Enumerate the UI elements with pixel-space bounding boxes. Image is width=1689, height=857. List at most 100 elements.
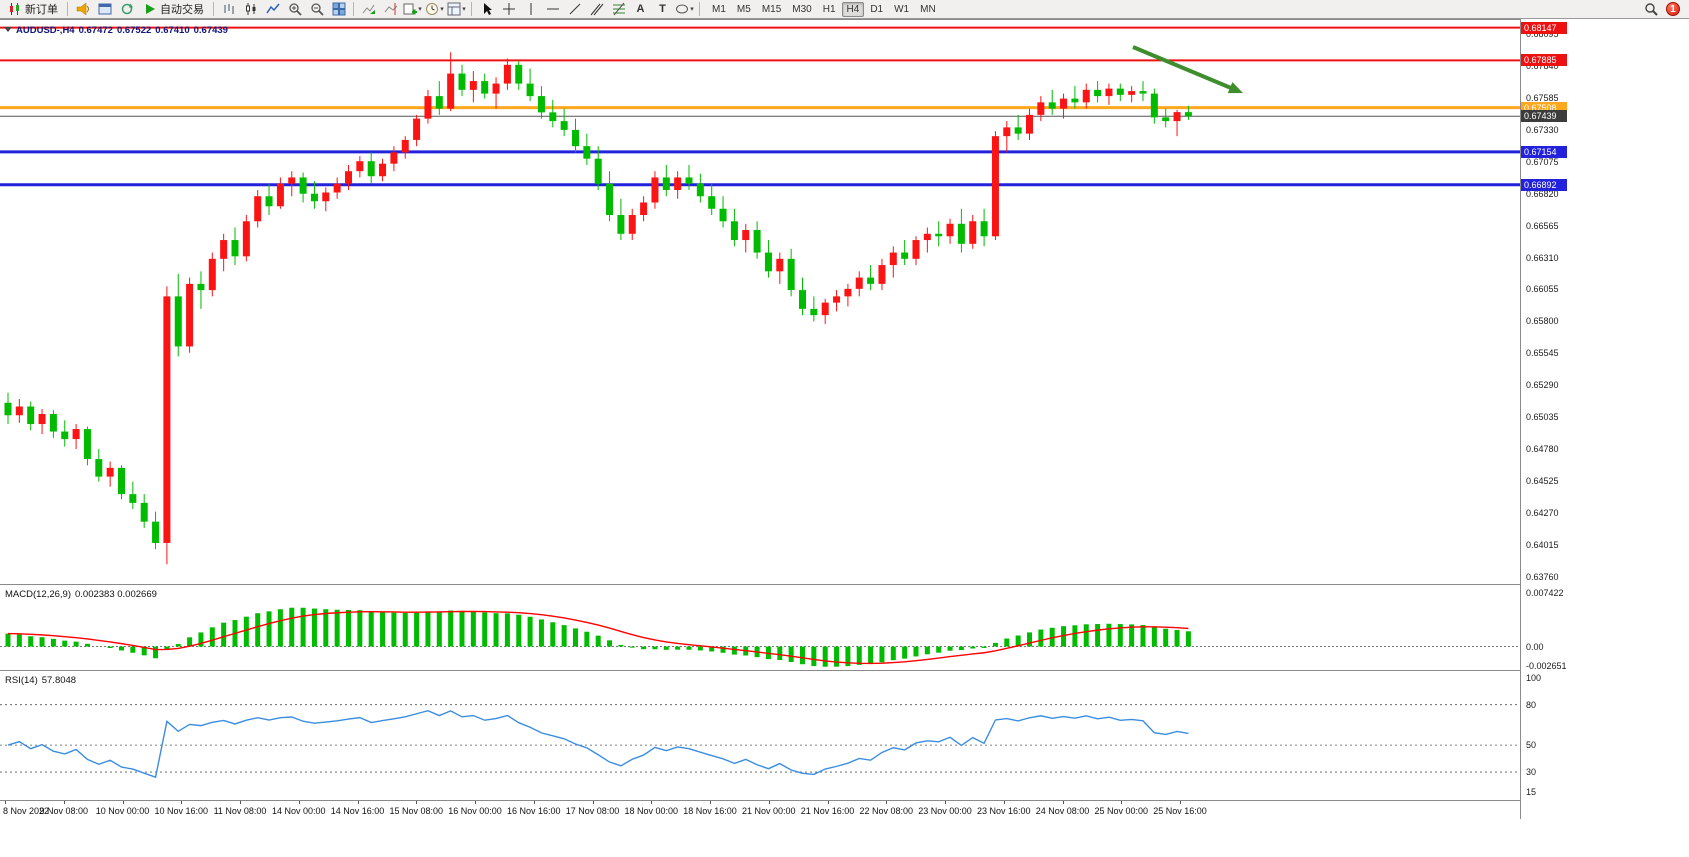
price-badge: 0.67885 <box>1521 54 1567 67</box>
timeframe-w1-button[interactable]: W1 <box>894 3 910 15</box>
auto-trading-button[interactable]: 自动交易 <box>138 1 209 18</box>
crosshair-icon[interactable] <box>498 1 519 18</box>
price-tick-label: 0.64780 <box>1526 444 1559 455</box>
rsi-panel-separator[interactable] <box>0 670 1689 671</box>
time-tick <box>5 801 6 804</box>
line-chart-icon[interactable] <box>262 1 283 18</box>
timeframe-mn-button[interactable]: MN <box>920 3 936 15</box>
price-tick-label: 0.00 <box>1526 641 1544 652</box>
new-chart-icon[interactable]: ▾ <box>402 1 423 18</box>
macd-panel-plot[interactable] <box>0 585 1520 669</box>
price-tick-label: 0.64015 <box>1526 539 1559 550</box>
price-tick-label: 30 <box>1526 767 1537 778</box>
time-tick <box>416 801 418 804</box>
price-tick-label: 0.65545 <box>1526 348 1559 359</box>
main-chart-plot[interactable] <box>0 21 1520 583</box>
time-axis-label: 8 Nov 2022 <box>3 806 50 816</box>
macd-signal-line <box>7 610 1189 665</box>
templates-icon[interactable]: ▾ <box>446 1 467 18</box>
timeframe-d1-button[interactable]: D1 <box>870 3 884 15</box>
time-axis-label: 16 Nov 00:00 <box>448 806 502 816</box>
search-icon[interactable] <box>1640 1 1661 18</box>
price-tick-label: 0.64525 <box>1526 475 1559 486</box>
horizontal-level-lines[interactable] <box>0 26 1520 187</box>
time-tick <box>298 801 300 804</box>
timeframe-m15-button[interactable]: M15 <box>761 3 782 15</box>
horizontal-line-icon[interactable] <box>542 1 563 18</box>
time-axis-label: 15 Nov 08:00 <box>389 806 444 816</box>
macd-panel-separator[interactable] <box>0 584 1689 585</box>
tile-windows-icon[interactable] <box>328 1 349 18</box>
trendline-icon[interactable] <box>564 1 585 18</box>
candlestick-chart-icon[interactable] <box>240 1 261 18</box>
time-tick <box>475 801 476 804</box>
time-axis-label: 11 Nov 08:00 <box>213 806 267 816</box>
fibonacci-icon[interactable] <box>608 1 629 18</box>
zoom-out-icon[interactable] <box>306 1 327 18</box>
macd-indicator-label: MACD(12,26,9) 0.002383 0.002669 <box>5 589 157 600</box>
time-tick <box>768 801 770 804</box>
time-axis-label: 25 Nov 16:00 <box>1153 806 1207 816</box>
price-tick-label: 15 <box>1526 787 1537 798</box>
chart-shift-icon[interactable] <box>380 1 401 18</box>
price-tick-label: 80 <box>1526 699 1537 710</box>
toolbar-separator <box>353 2 354 16</box>
time-axis-label: 14 Nov 16:00 <box>330 806 385 816</box>
time-axis[interactable]: 8 Nov 2022 9 Nov 08:00 10 Nov 00:00 10 Nov … <box>0 801 1520 821</box>
price-tick-label: 0.66310 <box>1526 252 1559 263</box>
rsi-panel-plot[interactable] <box>0 671 1520 799</box>
time-axis-label: 18 Nov 00:00 <box>624 806 679 816</box>
auto-scroll-icon[interactable] <box>358 1 379 18</box>
timeframe-h1-button[interactable]: H1 <box>822 3 836 15</box>
zoom-in-icon[interactable] <box>284 1 305 18</box>
timeframe-group: M1 M5 M15 M30 H1 H4 D1 W1 MN <box>707 1 941 17</box>
time-tick <box>122 801 124 804</box>
price-tick-label: 0.65035 <box>1526 412 1559 423</box>
toolbar-separator <box>471 2 472 16</box>
time-tick <box>181 801 183 804</box>
main-toolbar: 新订单 自动交易 ▾ ▾ ▾ A T ▾ M1 M5 M15 M30 H1 H4 D1 W1 MN 1 <box>0 0 1689 19</box>
time-tick <box>1003 801 1005 804</box>
strategy-tester-refresh-icon[interactable] <box>116 1 137 18</box>
price-tick-label: 0.64270 <box>1526 507 1559 518</box>
time-axis-label: 18 Nov 16:00 <box>683 806 737 816</box>
price-tick-label: 100 <box>1526 672 1542 683</box>
toolbar-chart-separator <box>0 19 1689 20</box>
one-click-trading-toggle-icon[interactable] <box>4 27 12 32</box>
periods-clock-icon[interactable]: ▾ <box>424 1 445 18</box>
cursor-icon[interactable] <box>476 1 497 18</box>
time-axis-label: 22 Nov 08:00 <box>859 806 914 816</box>
shapes-icon[interactable]: ▾ <box>674 1 695 18</box>
time-axis-label: 9 Nov 08:00 <box>39 806 89 816</box>
price-tick-label: 0.67330 <box>1526 124 1559 135</box>
text-label-tool-icon[interactable]: T <box>659 3 666 15</box>
price-tick-label: 0.66055 <box>1526 284 1559 295</box>
price-tick-label: 0.65290 <box>1526 380 1559 391</box>
vertical-line-icon[interactable] <box>520 1 541 18</box>
timeframe-h4-button[interactable]: H4 <box>841 1 865 17</box>
timeframe-m5-button[interactable]: M5 <box>736 3 751 15</box>
equidistant-channel-icon[interactable] <box>586 1 607 18</box>
ohlc-open: 0.67472 <box>78 25 113 36</box>
time-axis-label: 23 Nov 16:00 <box>976 806 1031 816</box>
price-tick-label: 0.67585 <box>1526 92 1559 103</box>
rsi-line <box>7 710 1189 779</box>
new-order-button[interactable]: 新订单 <box>3 1 63 18</box>
time-tick <box>1180 801 1181 804</box>
time-tick <box>533 801 535 804</box>
notification-badge[interactable]: 1 <box>1666 2 1680 16</box>
time-tick <box>63 801 65 804</box>
alerts-horn-icon[interactable] <box>72 1 93 18</box>
price-scale[interactable]: 0.680950.678400.675850.673300.670750.668… <box>1521 19 1689 857</box>
text-tool-icon[interactable]: A <box>636 3 645 15</box>
time-axis-separator <box>0 800 1689 801</box>
timeframe-m1-button[interactable]: M1 <box>712 3 726 15</box>
price-badge: 0.67439 <box>1521 110 1567 123</box>
time-axis-label: 16 Nov 16:00 <box>506 806 561 816</box>
timeframe-m30-button[interactable]: M30 <box>792 3 812 15</box>
trend-arrow-annotation[interactable] <box>1132 45 1243 94</box>
market-watch-window-icon[interactable] <box>94 1 115 18</box>
candles <box>4 52 1192 565</box>
time-axis-label: 24 Nov 08:00 <box>1035 806 1090 816</box>
bar-chart-icon[interactable] <box>218 1 239 18</box>
